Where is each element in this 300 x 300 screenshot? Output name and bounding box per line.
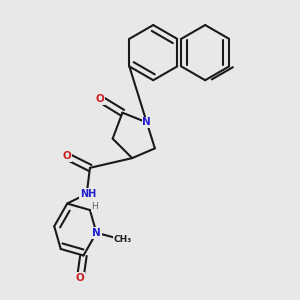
Text: N: N [92,228,101,238]
Text: O: O [95,94,104,104]
Text: CH₃: CH₃ [113,235,131,244]
Text: O: O [76,273,85,283]
Text: NH: NH [80,189,97,199]
Text: H: H [92,202,98,211]
Text: N: N [142,117,151,128]
Text: O: O [63,152,72,161]
